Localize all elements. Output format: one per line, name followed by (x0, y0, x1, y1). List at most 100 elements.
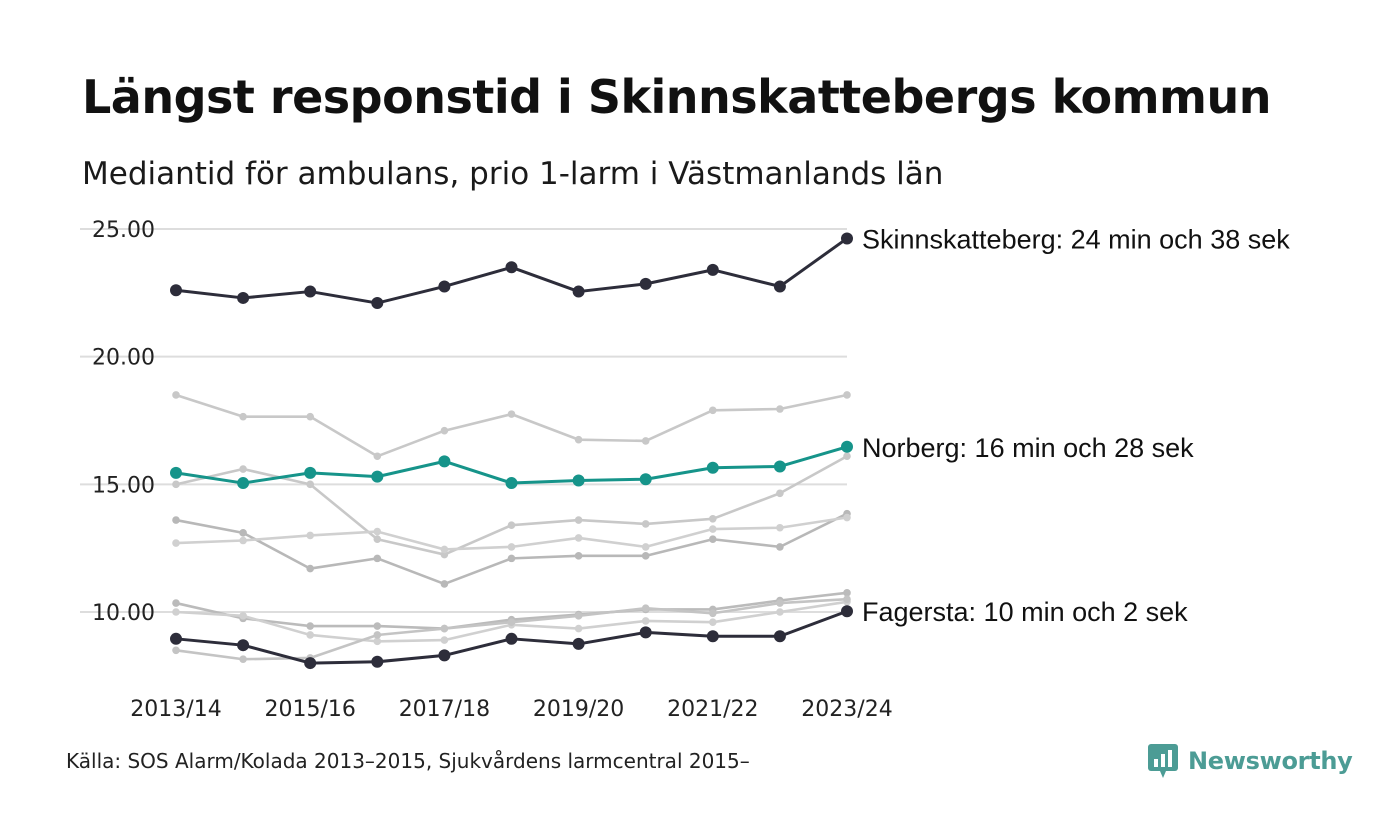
data-point (172, 608, 180, 616)
data-point (709, 535, 717, 544)
x-axis-ticks: 2013/14 2015/16 2017/18 2019/20 2021/22 2023/… (130, 697, 892, 722)
data-point (172, 539, 180, 547)
data-point (172, 646, 180, 655)
data-point (239, 655, 247, 664)
data-point (773, 460, 786, 473)
data-point (639, 626, 652, 639)
series-line (175, 597, 848, 661)
data-point (572, 285, 585, 298)
data-point (709, 525, 717, 533)
data-point (639, 473, 652, 486)
source-note: Källa: SOS Alarm/Kolada 2013–2015, Sjukv… (66, 749, 750, 773)
series-skinnskatteberg (170, 232, 853, 310)
data-point (438, 280, 451, 293)
data-point (306, 564, 315, 573)
data-point (776, 523, 784, 532)
x-tick-label: 2021/22 (667, 697, 758, 722)
data-point (440, 580, 449, 588)
data-point (237, 477, 250, 490)
data-point (773, 630, 786, 643)
newsworthy-chart-bubble-icon (1148, 744, 1178, 778)
series-other-municipality (172, 452, 851, 559)
highlight-series (170, 232, 853, 670)
data-point (574, 612, 583, 620)
gridlines (80, 228, 847, 613)
data-point (639, 277, 652, 290)
data-point (574, 534, 583, 542)
series-other-municipality (172, 509, 851, 588)
data-point (440, 545, 449, 554)
data-point (843, 391, 851, 399)
data-point (373, 452, 382, 461)
data-point (773, 280, 786, 293)
data-point (841, 440, 853, 453)
data-point (641, 617, 650, 625)
data-point (239, 465, 247, 473)
data-point (438, 455, 451, 468)
x-tick-label: 2023/24 (801, 697, 892, 722)
data-point (843, 513, 851, 522)
data-point (373, 554, 382, 563)
data-point (306, 480, 315, 489)
data-point (373, 631, 382, 639)
series-line (175, 455, 848, 556)
data-point (237, 291, 250, 304)
data-point (239, 536, 247, 545)
data-point (170, 466, 182, 479)
data-point (776, 599, 784, 607)
y-axis-ticks: 10.00 15.00 20.00 25.00 (92, 218, 155, 626)
data-point (304, 285, 317, 298)
data-point (306, 531, 315, 540)
x-tick-label: 2015/16 (264, 697, 355, 722)
data-point (507, 410, 516, 418)
data-point (776, 405, 784, 413)
series-norberg (170, 440, 853, 490)
data-point (641, 437, 650, 445)
data-point (371, 470, 384, 483)
data-point (440, 636, 449, 644)
data-point (841, 232, 853, 245)
chart-title: Längst responstid i Skinnskattebergs kom… (82, 70, 1271, 124)
data-point (306, 412, 315, 421)
data-point (709, 515, 717, 523)
y-tick-label: 25.00 (92, 218, 155, 243)
data-point (440, 624, 449, 633)
data-point (574, 624, 583, 633)
chart-subtitle: Mediantid för ambulans, prio 1-larm i Vä… (82, 156, 944, 192)
x-tick-label: 2013/14 (130, 697, 221, 722)
data-point (572, 474, 585, 487)
data-point (507, 618, 516, 627)
data-point (237, 639, 250, 652)
data-point (170, 284, 182, 297)
data-point (306, 631, 315, 639)
data-point (776, 489, 784, 498)
x-tick-label: 2017/18 (399, 697, 490, 722)
series-other-municipality (172, 391, 851, 461)
data-point (706, 630, 719, 643)
background-series (172, 391, 851, 664)
series-label-skinnskatteberg: Skinnskatteberg: 24 min och 38 sek (862, 224, 1290, 254)
y-tick-label: 15.00 (92, 473, 155, 498)
series-line (175, 393, 848, 458)
data-point (507, 543, 516, 551)
data-point (373, 535, 382, 544)
data-point (706, 461, 719, 474)
data-point (304, 657, 317, 670)
data-point (776, 543, 784, 551)
series-labels: Skinnskatteberg: 24 min och 38 sek Norber… (862, 224, 1290, 627)
data-point (843, 452, 851, 461)
data-point (574, 552, 583, 560)
data-point (373, 637, 382, 646)
data-point (507, 521, 516, 529)
data-point (505, 477, 518, 490)
data-point (843, 595, 851, 604)
data-point (371, 655, 384, 668)
data-point (170, 632, 182, 645)
data-point (709, 618, 717, 627)
data-point (507, 554, 516, 563)
data-point (172, 516, 180, 524)
data-point (574, 435, 583, 444)
data-point (438, 649, 451, 662)
data-point (505, 632, 518, 645)
